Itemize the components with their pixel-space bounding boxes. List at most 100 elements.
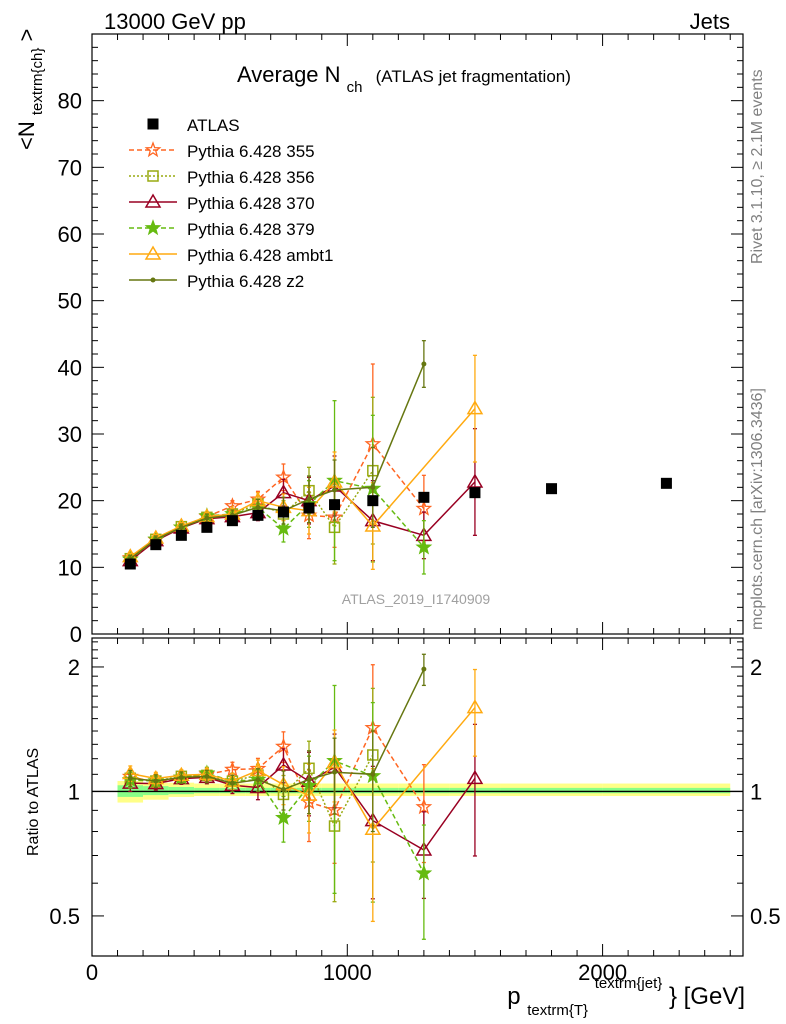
watermark: ATLAS_2019_I1740909 xyxy=(342,591,491,607)
series-355-line xyxy=(129,442,425,559)
legend-marker xyxy=(144,219,162,236)
band-inner xyxy=(500,787,603,794)
y-tick-label-ratio-right: 0.5 xyxy=(750,904,781,929)
series-z2-point xyxy=(370,484,376,490)
series-379-point xyxy=(415,538,433,555)
ratio-uncertainty-band xyxy=(92,780,743,803)
y-label-gt: > xyxy=(14,29,39,42)
atlas-point xyxy=(252,509,264,521)
series-356-line xyxy=(129,470,374,560)
series-group xyxy=(121,340,484,940)
series-z2-ratio-point xyxy=(332,769,338,775)
y-tick-label-ratio: 2 xyxy=(68,655,80,680)
legend-label: Pythia 6.428 z2 xyxy=(187,272,304,291)
legend-marker xyxy=(150,277,156,283)
series-ambt1-point xyxy=(466,400,484,415)
series-z2-point xyxy=(255,504,261,510)
x-label-sup: textrm{jet} xyxy=(595,975,663,992)
y-tick-label-main: 70 xyxy=(58,155,82,180)
series-z2-ratio-point xyxy=(370,771,376,777)
x-tick-label: 0 xyxy=(86,960,98,985)
series-z2-ratio-point xyxy=(255,777,261,783)
y-tick-label-main: 0 xyxy=(70,622,82,647)
atlas-data-points xyxy=(124,477,672,570)
atlas-point xyxy=(303,502,315,514)
series-z2-ratio-point xyxy=(280,786,286,792)
header-left: 13000 GeV pp xyxy=(104,9,246,34)
y-axis-label-ratio: Ratio to ATLAS xyxy=(25,748,42,856)
series-ambt1-ratio-point xyxy=(364,820,382,836)
legend-marker xyxy=(144,141,162,158)
legend-label: Pythia 6.428 379 xyxy=(187,220,315,239)
series-ambt1-ratio-point xyxy=(466,699,484,714)
y-tick-label-main: 30 xyxy=(58,422,82,447)
atlas-point xyxy=(277,506,289,518)
series-379-ratio-point xyxy=(275,808,292,825)
x-label-p: p xyxy=(507,983,520,1010)
series-z2-point xyxy=(306,496,312,502)
legend-marker xyxy=(144,193,162,208)
main-plot-frame xyxy=(91,33,744,635)
series-z2-ratio-point xyxy=(204,773,210,779)
legend-atlas-label: ATLAS xyxy=(187,116,240,135)
series-379-ratio-point xyxy=(415,864,433,881)
chart-title-main: Average N xyxy=(237,62,341,87)
atlas-point xyxy=(201,521,213,533)
band-inner xyxy=(602,787,731,794)
series-z2-ratio-point xyxy=(178,774,184,780)
series-379 xyxy=(121,400,433,940)
chart-title-note: (ATLAS jet fragmentation) xyxy=(376,67,571,86)
series-370-point xyxy=(466,473,484,488)
atlas-point xyxy=(329,499,341,511)
y-tick-label-ratio: 0.5 xyxy=(49,904,80,929)
x-tick-label: 1000 xyxy=(323,960,372,985)
y-tick-label-main: 10 xyxy=(58,555,82,580)
x-axis-label: p textrm{T} textrm{jet} } [GeV] xyxy=(507,967,745,1021)
atlas-point xyxy=(418,491,430,503)
atlas-point xyxy=(124,558,136,570)
series-379-line xyxy=(129,479,425,560)
y-tick-label-main: 40 xyxy=(58,355,82,380)
y-tick-label-ratio: 1 xyxy=(68,779,80,804)
band-inner xyxy=(168,787,195,795)
series-z2-ratio-point xyxy=(153,778,159,784)
series-z2 xyxy=(127,340,427,833)
series-ambt1-point xyxy=(364,517,382,532)
x-label-unit: } [GeV] xyxy=(669,983,745,1010)
atlas-point xyxy=(660,477,672,489)
series-z2-ratio-point xyxy=(229,780,235,786)
ratio-plot-frame xyxy=(91,637,744,957)
atlas-point xyxy=(469,487,481,499)
legend-atlas-marker xyxy=(147,118,159,130)
series-z2-point xyxy=(421,361,427,367)
atlas-point xyxy=(150,539,162,551)
legend-marker xyxy=(147,170,159,182)
y-tick-label-main: 50 xyxy=(58,289,82,314)
legend-label: Pythia 6.428 355 xyxy=(187,142,315,161)
y-tick-label-ratio-right: 1 xyxy=(750,779,762,804)
legend-label: Pythia 6.428 ambt1 xyxy=(187,246,333,265)
legend-label: Pythia 6.428 370 xyxy=(187,194,315,213)
y-tick-label-main: 60 xyxy=(58,222,82,247)
atlas-point xyxy=(226,515,238,527)
series-z2-point xyxy=(178,524,184,530)
y-tick-label-main: 80 xyxy=(58,89,82,114)
series-379-point xyxy=(275,519,292,536)
y-axis-label-main: <N textrm{ch} > xyxy=(14,29,47,150)
axes: 0 1000 2000 0 10 20 30 40 50 60 70 80 0.5 0.5 1 1 2 2 xyxy=(49,33,781,985)
header-right: Jets xyxy=(690,9,730,34)
legend-marker xyxy=(144,245,162,260)
series-z2-ratio-point xyxy=(421,666,427,672)
series-355-ratio-point xyxy=(415,798,433,815)
side-label-mcplots: mcplots.cern.ch [arXiv:1306.3436] xyxy=(749,388,766,630)
series-z2-ratio-point xyxy=(127,775,133,781)
y-label-sub: textrm{ch} xyxy=(29,48,46,116)
series-356-ratio-line xyxy=(130,754,374,828)
side-label-rivet: Rivet 3.1.10, ≥ 2.1M events xyxy=(749,69,766,264)
series-370-ratio-point xyxy=(466,769,484,785)
legend-label: Pythia 6.428 356 xyxy=(187,168,315,187)
y-label-lt: <N xyxy=(14,121,39,150)
legend: ATLAS Pythia 6.428 355 Pythia 6.428 356 Pyt… xyxy=(129,116,333,291)
y-tick-label-ratio-right: 2 xyxy=(750,655,762,680)
x-tick-label: 2000 xyxy=(578,960,627,985)
